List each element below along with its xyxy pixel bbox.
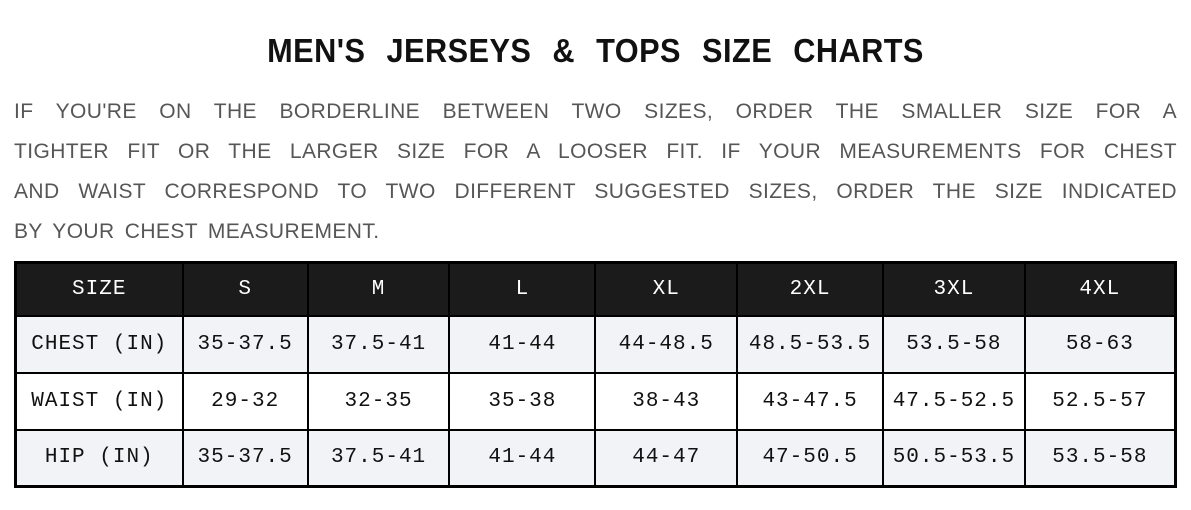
table-row-chest: CHEST (IN) 35-37.5 37.5-41 41-44 44-48.5… (14, 314, 1177, 374)
table-cell: 29-32 (181, 371, 309, 431)
intro-line-3: AND WAIST CORRESPOND TO TWO DIFFERENT SU… (14, 180, 1177, 203)
table-cell: 53.5-58 (1023, 428, 1177, 488)
column-header-m: M (306, 261, 451, 317)
column-header-l: L (448, 261, 597, 317)
table-cell: 48.5-53.5 (735, 314, 885, 374)
table-cell: 52.5-57 (1023, 371, 1177, 431)
table-cell: 50.5-53.5 (882, 428, 1026, 488)
table-cell: 44-47 (594, 428, 738, 488)
table-cell: 53.5-58 (882, 314, 1026, 374)
table-header-row: SIZE S M L XL 2XL 3XL 4XL (14, 261, 1177, 317)
table-cell: 44-48.5 (594, 314, 738, 374)
intro-line-4: BY YOUR CHEST MEASUREMENT. (14, 220, 380, 243)
column-header-4xl: 4XL (1023, 261, 1177, 317)
intro-line-2: TIGHTER FIT OR THE LARGER SIZE FOR A LOO… (14, 140, 1177, 163)
column-header-3xl: 3XL (882, 261, 1026, 317)
row-label-waist: WAIST (IN) (14, 371, 184, 431)
table-cell: 35-38 (448, 371, 597, 431)
intro-line-1: IF YOU'RE ON THE BORDERLINE BETWEEN TWO … (14, 100, 1177, 123)
table-cell: 35-37.5 (181, 428, 309, 488)
column-header-size: SIZE (14, 261, 184, 317)
table-row-hip: HIP (IN) 35-37.5 37.5-41 41-44 44-47 47-… (14, 428, 1177, 488)
page-title: MEN'S JERSEYS & TOPS SIZE CHARTS (267, 32, 924, 69)
table-cell: 43-47.5 (735, 371, 885, 431)
table-cell: 58-63 (1023, 314, 1177, 374)
table-cell: 37.5-41 (306, 314, 451, 374)
size-chart-table: SIZE S M L XL 2XL 3XL 4XL CHEST (IN) 35-… (14, 261, 1177, 488)
table-cell: 47-50.5 (735, 428, 885, 488)
table-cell: 47.5-52.5 (882, 371, 1026, 431)
row-label-hip: HIP (IN) (14, 428, 184, 488)
table-cell: 32-35 (306, 371, 451, 431)
column-header-xl: XL (594, 261, 738, 317)
row-label-chest: CHEST (IN) (14, 314, 184, 374)
intro-paragraph: IF YOU'RE ON THE BORDERLINE BETWEEN TWO … (14, 92, 1177, 252)
table-cell: 38-43 (594, 371, 738, 431)
size-chart-page: MEN'S JERSEYS & TOPS SIZE CHARTS IF YOU'… (14, 32, 1177, 488)
column-header-2xl: 2XL (735, 261, 885, 317)
table-cell: 35-37.5 (181, 314, 309, 374)
table-cell: 41-44 (448, 314, 597, 374)
table-row-waist: WAIST (IN) 29-32 32-35 35-38 38-43 43-47… (14, 371, 1177, 431)
column-header-s: S (181, 261, 309, 317)
table-cell: 37.5-41 (306, 428, 451, 488)
table-cell: 41-44 (448, 428, 597, 488)
